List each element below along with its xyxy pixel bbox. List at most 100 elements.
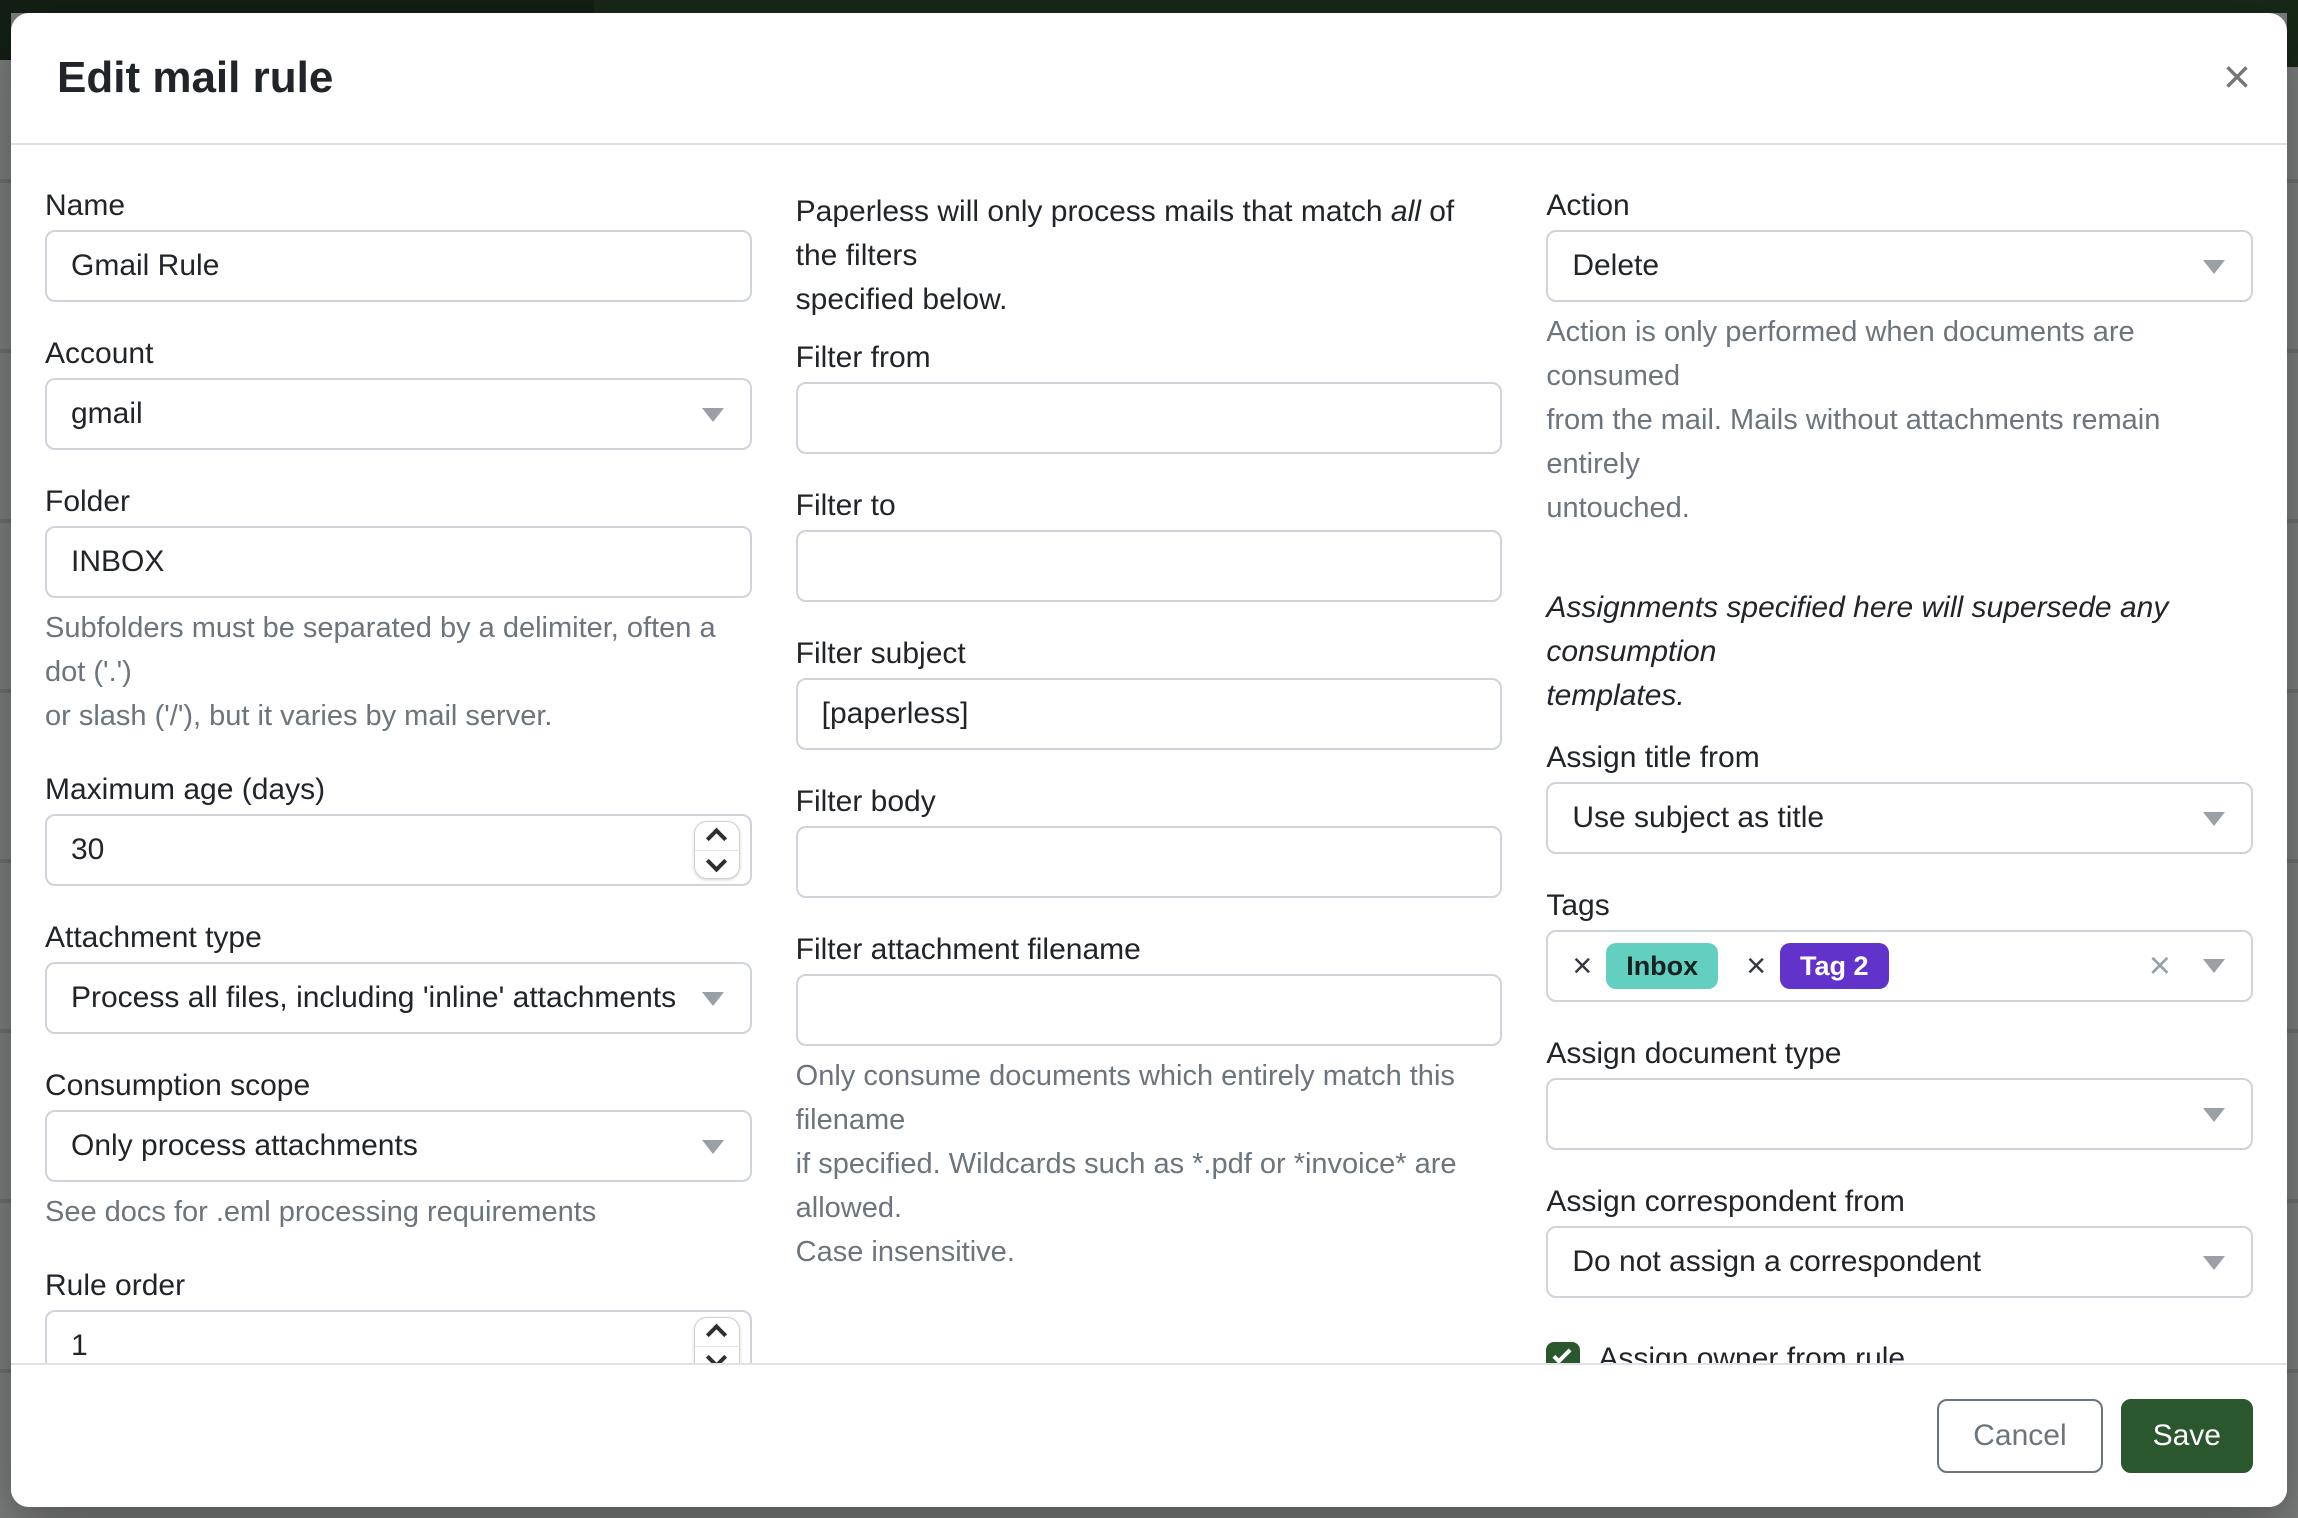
remove-tag-icon[interactable]: × (1572, 947, 1593, 985)
assign-document-type-label: Assign document type (1546, 1037, 1842, 1070)
filter-subject-field-group: Filter subject (795, 637, 1503, 750)
close-icon: × (2222, 51, 2251, 104)
account-select[interactable]: gmail (45, 378, 752, 450)
chevron-up-icon (706, 1323, 728, 1346)
cancel-button[interactable]: Cancel (1937, 1399, 2103, 1473)
clear-tags-icon[interactable]: × (2148, 945, 2171, 987)
name-label: Name (45, 189, 126, 222)
name-input[interactable] (45, 230, 752, 302)
filter-from-label: Filter from (795, 341, 931, 374)
filters-intro-text: Paperless will only process mails that m… (795, 195, 1455, 316)
assign-title-field-group: Assign title from Use subject as title (1546, 742, 2253, 854)
filter-to-label: Filter to (795, 489, 896, 522)
max-age-label: Maximum age (days) (45, 773, 326, 806)
filter-attachment-filename-field-group: Filter attachment filename Only consume … (795, 933, 1503, 1274)
edit-mail-rule-dialog: Edit mail rule × Name Account gmail (11, 13, 2287, 1507)
backdrop-right-strip (2287, 13, 2298, 1518)
chevron-down-icon (701, 992, 724, 1006)
max-age-input[interactable] (45, 814, 752, 886)
filter-subject-label: Filter subject (795, 637, 966, 670)
remove-tag-icon[interactable]: × (1746, 947, 1767, 985)
assign-document-type-select[interactable] (1546, 1078, 2253, 1150)
filter-body-field-group: Filter body (795, 785, 1503, 898)
dialog-footer: Cancel Save (11, 1363, 2287, 1507)
tags-input[interactable]: × Inbox × Tag 2 × (1546, 930, 2253, 1002)
rule-order-label: Rule order (45, 1269, 186, 1302)
dialog-title: Edit mail rule (57, 53, 334, 102)
tags-field-group: Tags × Inbox × Tag 2 × (1546, 890, 2253, 1002)
folder-help-text: Subfolders must be separated by a delimi… (45, 612, 716, 732)
filter-body-label: Filter body (795, 785, 936, 818)
consumption-scope-label: Consumption scope (45, 1069, 311, 1102)
action-field-group: Action Delete Action is only performed w… (1546, 190, 2253, 530)
tags-label: Tags (1546, 889, 1610, 922)
filter-to-input[interactable] (795, 530, 1503, 602)
filter-subject-input[interactable] (795, 678, 1503, 750)
close-button[interactable]: × (2223, 54, 2251, 102)
attachment-type-select-value: Process all files, including 'inline' at… (71, 981, 677, 1014)
column-actions: Action Delete Action is only performed w… (1546, 190, 2253, 1382)
backdrop-left-strip (0, 13, 11, 1518)
action-help-text: Action is only performed when documents … (1546, 316, 2161, 524)
assign-title-label: Assign title from (1546, 741, 1760, 774)
stepper-up-button[interactable] (695, 1318, 739, 1346)
attachment-type-select[interactable]: Process all files, including 'inline' at… (45, 962, 752, 1034)
filter-attachment-filename-input[interactable] (795, 974, 1503, 1046)
consumption-scope-help-text: See docs for .eml processing requirement… (45, 1196, 597, 1228)
chevron-up-icon (706, 827, 728, 850)
save-button[interactable]: Save (2120, 1399, 2253, 1473)
navbar-left-edge (0, 0, 11, 60)
chevron-down-icon (2203, 812, 2225, 826)
check-icon (1552, 1344, 1572, 1365)
stepper-down-button[interactable] (694, 1345, 739, 1375)
assign-title-select[interactable]: Use subject as title (1546, 782, 2253, 854)
account-select-value: gmail (71, 397, 143, 430)
consumption-scope-select[interactable]: Only process attachments (45, 1110, 752, 1182)
assign-document-type-field-group: Assign document type (1546, 1038, 2253, 1150)
name-field-group: Name (45, 190, 752, 302)
assign-correspondent-select[interactable]: Do not assign a correspondent (1546, 1226, 2253, 1298)
chevron-down-icon (701, 408, 724, 422)
folder-input[interactable] (45, 526, 752, 598)
filter-body-input[interactable] (795, 826, 1503, 898)
column-filters: Paperless will only process mails that m… (795, 190, 1503, 1382)
tag-chip-tag2: Tag 2 (1780, 943, 1889, 989)
max-age-field-group: Maximum age (days) (45, 774, 752, 886)
app-navbar-dimmed (0, 0, 2298, 13)
folder-field-group: Folder Subfolders must be separated by a… (45, 486, 752, 738)
dialog-header: Edit mail rule × (11, 13, 2287, 145)
filter-to-field-group: Filter to (795, 489, 1503, 602)
navbar-right-edge (2287, 0, 2298, 67)
consumption-scope-field-group: Consumption scope Only process attachmen… (45, 1070, 752, 1234)
action-label: Action (1546, 189, 1630, 222)
action-select-value: Delete (1572, 249, 1660, 282)
chevron-down-icon (706, 850, 728, 873)
chevron-down-icon (2203, 1108, 2225, 1122)
chevron-down-icon (701, 1140, 724, 1154)
stepper-down-button[interactable] (694, 849, 739, 879)
assignments-note-text: Assignments specified here will supersed… (1546, 591, 2169, 712)
assign-correspondent-field-group: Assign correspondent from Do not assign … (1546, 1186, 2253, 1298)
max-age-stepper[interactable] (693, 821, 740, 879)
account-field-group: Account gmail (45, 338, 752, 450)
attachment-type-field-group: Attachment type Process all files, inclu… (45, 922, 752, 1034)
column-general: Name Account gmail Folder Subfolders mus… (45, 190, 752, 1382)
assign-correspondent-label: Assign correspondent from (1546, 1185, 1905, 1218)
assign-title-select-value: Use subject as title (1572, 801, 1825, 834)
action-select[interactable]: Delete (1546, 230, 2253, 302)
filter-attachment-filename-label: Filter attachment filename (795, 933, 1141, 966)
account-label: Account (45, 337, 154, 370)
chevron-down-icon (2203, 260, 2225, 274)
stepper-up-button[interactable] (695, 822, 739, 850)
chevron-down-icon (2203, 1256, 2225, 1270)
consumption-scope-select-value: Only process attachments (71, 1129, 418, 1162)
intro-emphasis: all (1390, 195, 1421, 228)
dialog-body: Name Account gmail Folder Subfolders mus… (11, 145, 2287, 1382)
filter-from-field-group: Filter from (795, 341, 1503, 454)
filter-attachment-filename-help-text: Only consume documents which entirely ma… (795, 1060, 1457, 1268)
attachment-type-label: Attachment type (45, 921, 262, 954)
filter-from-input[interactable] (795, 382, 1503, 454)
folder-label: Folder (45, 485, 131, 518)
tag-chip-inbox: Inbox (1606, 943, 1719, 989)
